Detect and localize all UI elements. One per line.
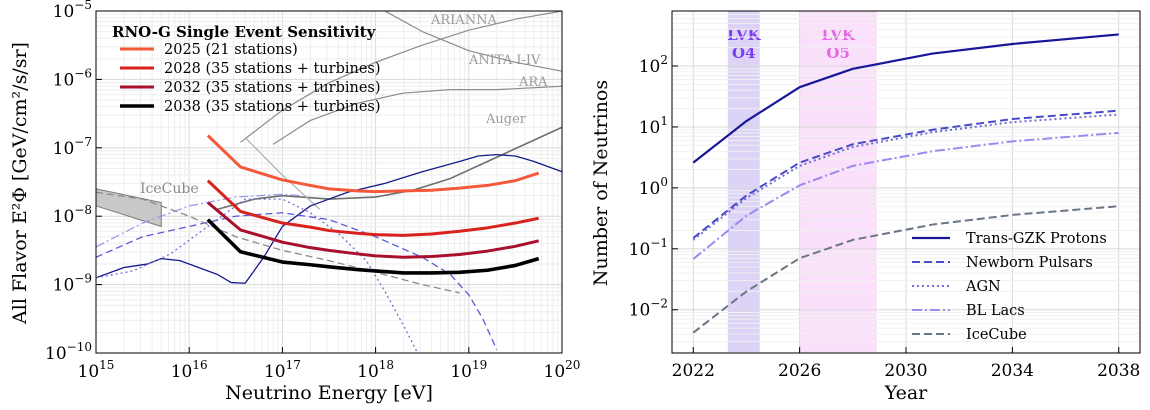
x-tick-label: 2034 (991, 361, 1034, 381)
auger-label: Auger (485, 112, 527, 127)
series-2032-line (206, 201, 540, 259)
x-tick-label: 2026 (778, 361, 821, 381)
x-tick-label: 2038 (1097, 361, 1140, 381)
y-tick-label: 10−10 (45, 340, 92, 364)
series-agn-line (692, 113, 1119, 241)
series-2038-line (206, 218, 540, 275)
legend-label: 2038 (35 stations + turbines) (164, 99, 381, 115)
y-tick-label: 101 (639, 114, 668, 138)
y-tick-label: 10−2 (629, 297, 668, 321)
reference-curve (96, 153, 562, 284)
right-legend: Trans-GZK Protons Newborn Pulsars AGN BL La… (912, 231, 1107, 343)
series-icecube-line (692, 205, 1119, 334)
legend-label: 2028 (35 stations + turbines) (164, 61, 381, 77)
y-tick-label: 10−9 (53, 272, 92, 296)
right-x-axis-label: Year (884, 382, 928, 404)
reference-curve (96, 193, 302, 248)
arianna-curve (240, 11, 562, 143)
observing-run-band (727, 11, 760, 353)
left-x-axis-label: Neutrino Energy [eV] (225, 382, 433, 404)
right-y-axis-label: Number of Neutrinos (590, 80, 612, 286)
sensitivity-chart: 1015 1016 1017 1018 1019 1020 10−10 10−9 10−8 10−… (9, 0, 580, 404)
x-tick-label: 1017 (264, 358, 301, 382)
left-ticks: 1015 1016 1017 1018 1019 1020 10−10 10−9 10−8 10−… (45, 0, 580, 382)
auger-curve (216, 126, 562, 211)
x-tick-label: 1015 (78, 358, 115, 382)
anita-label: ANITA I-IV (468, 53, 541, 68)
y-tick-label: 10−8 (53, 203, 92, 227)
band-label: LVK (727, 26, 761, 44)
series-bl-lacs-line (692, 131, 1119, 260)
y-tick-label: 10−6 (53, 66, 92, 90)
x-tick-label: 1019 (450, 358, 487, 382)
reference-curve (244, 137, 321, 210)
left-grid (95, 11, 562, 354)
icecube-label: IceCube (140, 181, 199, 197)
x-tick-label: 2022 (672, 361, 715, 381)
series-2025-line (206, 134, 540, 194)
left-legend: RNO-G Single Event Sensitivity 2025 (21 … (112, 23, 381, 115)
y-tick-label: 10−5 (53, 0, 92, 22)
series-newborn-pulsars-line (692, 109, 1119, 239)
x-tick-label: 1020 (544, 358, 581, 382)
legend-label: Trans-GZK Protons (966, 231, 1107, 247)
left-series (206, 134, 540, 275)
x-tick-label: 1016 (171, 358, 208, 382)
right-ticks: 2022 2026 2030 2034 2038 10−2 10−1 100 101 102 (629, 53, 1141, 381)
legend-label: 2032 (35 stations + turbines) (164, 80, 381, 96)
legend-label: IceCube (966, 327, 1027, 343)
band-label: O4 (732, 44, 756, 62)
anita-i-iv-curve (384, 11, 562, 72)
band-label: LVK (821, 26, 855, 44)
legend-label: 2025 (21 stations) (164, 42, 298, 58)
series-trans-gzk-protons-line (692, 33, 1119, 164)
left-plot-frame (95, 10, 563, 354)
legend-label: Newborn Pulsars (966, 255, 1093, 271)
y-tick-label: 10−1 (629, 236, 668, 260)
ara-label: ARA (518, 75, 548, 90)
series-2028-line (206, 179, 540, 237)
left-y-axis-label: All Flavor E²Φ [GeV/cm²/s/sr] (9, 42, 31, 325)
ara-curve (272, 85, 562, 145)
y-tick-label: 102 (639, 53, 668, 77)
left-reference-curves (96, 11, 562, 353)
legend-title: RNO-G Single Event Sensitivity (112, 23, 377, 41)
right-series (692, 33, 1119, 334)
reference-curve (96, 191, 460, 294)
band-label: O5 (826, 44, 850, 62)
arianna-label: ARIANNA (430, 13, 497, 28)
y-tick-label: 10−7 (53, 135, 92, 159)
x-tick-label: 1018 (357, 358, 394, 382)
x-tick-label: 2030 (884, 361, 927, 381)
legend-label: AGN (965, 279, 1001, 295)
observing-run-band (799, 11, 877, 353)
reference-curve (96, 212, 498, 350)
y-tick-label: 100 (639, 175, 668, 199)
legend-label: BL Lacs (966, 303, 1025, 319)
